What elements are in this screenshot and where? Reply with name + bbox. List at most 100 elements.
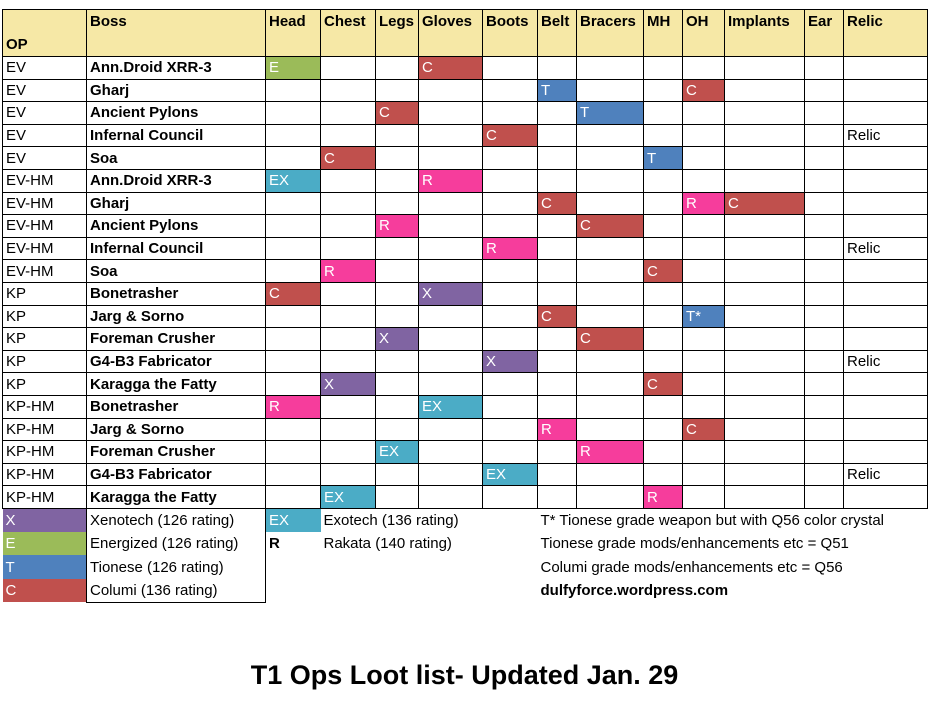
relic-cell bbox=[843, 56, 928, 80]
boss-cell: Ancient Pylons bbox=[86, 101, 266, 125]
relic-cell: Relic bbox=[843, 123, 928, 148]
relic-cell bbox=[843, 168, 928, 193]
mh-cell: T bbox=[643, 146, 683, 170]
boots-cell bbox=[482, 191, 538, 216]
head-cell bbox=[265, 440, 321, 464]
legs-cell: R bbox=[375, 214, 419, 238]
head-cell bbox=[265, 78, 321, 103]
oh-cell bbox=[682, 123, 725, 148]
boots-cell bbox=[482, 146, 538, 170]
bracers-cell bbox=[576, 191, 644, 216]
oh-cell bbox=[682, 349, 725, 374]
table-row: KP-HM Karagga the Fatty EX R bbox=[2, 485, 928, 509]
boss-cell: Bonetrasher bbox=[86, 394, 266, 419]
op-cell: KP bbox=[2, 304, 87, 329]
legend-label-columi: Columi (136 rating) bbox=[86, 578, 266, 603]
head-cell: R bbox=[265, 394, 321, 419]
table-row: KP-HM Jarg & Sorno R C bbox=[2, 417, 928, 442]
legs-cell bbox=[375, 236, 419, 261]
site-link[interactable]: dulfyforce.wordpress.com bbox=[540, 582, 729, 600]
legend-code-energized: E bbox=[2, 531, 87, 556]
oh-cell: C bbox=[682, 78, 725, 103]
implants-cell bbox=[724, 372, 805, 396]
boots-cell bbox=[482, 485, 538, 509]
chest-cell bbox=[320, 101, 376, 125]
ear-cell bbox=[804, 440, 844, 464]
op-cell: KP-HM bbox=[2, 462, 87, 487]
head-cell bbox=[265, 462, 321, 487]
head-cell bbox=[265, 214, 321, 238]
oh-cell bbox=[682, 485, 725, 509]
legs-cell: X bbox=[375, 327, 419, 351]
boots-cell bbox=[482, 440, 538, 464]
boss-cell: Bonetrasher bbox=[86, 281, 266, 306]
legs-cell bbox=[375, 394, 419, 419]
head-cell bbox=[265, 349, 321, 374]
boss-cell: Ann.Droid XRR-3 bbox=[86, 56, 266, 80]
op-cell: EV-HM bbox=[2, 191, 87, 216]
chest-cell bbox=[320, 191, 376, 216]
relic-cell: Relic bbox=[843, 236, 928, 261]
belt-cell bbox=[537, 236, 577, 261]
table-row: EV Ancient Pylons C T bbox=[2, 101, 928, 125]
mh-cell: C bbox=[643, 259, 683, 283]
bracers-cell: C bbox=[576, 214, 644, 238]
gloves-cell bbox=[418, 349, 483, 374]
belt-cell bbox=[537, 485, 577, 509]
legend-code-columi: C bbox=[2, 578, 87, 603]
gloves-cell bbox=[418, 236, 483, 261]
gloves-cell bbox=[418, 214, 483, 238]
implants-cell bbox=[724, 56, 805, 80]
chest-cell bbox=[320, 394, 376, 419]
legs-cell bbox=[375, 485, 419, 509]
implants-cell bbox=[724, 281, 805, 306]
table-row: EV Ann.Droid XRR-3 E C bbox=[2, 56, 928, 80]
belt-cell bbox=[537, 281, 577, 306]
head-cell: E bbox=[265, 56, 321, 80]
ear-cell bbox=[804, 78, 844, 103]
legend-row: T Tionese (126 rating) Columi grade mods… bbox=[2, 555, 928, 579]
belt-cell: C bbox=[537, 304, 577, 329]
loot-table-container: OP Boss Head Chest Legs Gloves Boots Bel… bbox=[2, 9, 928, 603]
legs-cell bbox=[375, 349, 419, 374]
head-cell bbox=[265, 417, 321, 442]
boss-cell: Gharj bbox=[86, 78, 266, 103]
legs-cell bbox=[375, 372, 419, 396]
chest-cell bbox=[320, 304, 376, 329]
header-oh: OH bbox=[682, 9, 725, 57]
boss-cell: Ann.Droid XRR-3 bbox=[86, 168, 266, 193]
belt-cell bbox=[537, 372, 577, 396]
implants-cell bbox=[724, 462, 805, 487]
note-tionese: Tionese grade mods/enhancements etc = Q5… bbox=[540, 535, 849, 553]
chest-cell bbox=[320, 123, 376, 148]
chest-cell bbox=[320, 462, 376, 487]
legend-code-tionese: T bbox=[2, 555, 87, 579]
implants-cell bbox=[724, 304, 805, 329]
belt-cell bbox=[537, 214, 577, 238]
table-row: EV-HM Soa R C bbox=[2, 259, 928, 283]
legend-code-rakata: R bbox=[269, 535, 280, 553]
op-cell: EV bbox=[2, 123, 87, 148]
table-row: EV-HM Ann.Droid XRR-3 EX R bbox=[2, 168, 928, 193]
ear-cell bbox=[804, 372, 844, 396]
chest-cell: X bbox=[320, 372, 376, 396]
bracers-cell: C bbox=[576, 327, 644, 351]
head-cell bbox=[265, 485, 321, 509]
relic-cell bbox=[843, 485, 928, 509]
table-row: EV-HM Gharj C R C bbox=[2, 191, 928, 216]
chest-cell bbox=[320, 236, 376, 261]
head-cell: C bbox=[265, 281, 321, 306]
ear-cell bbox=[804, 281, 844, 306]
bracers-cell bbox=[576, 417, 644, 442]
boots-cell bbox=[482, 168, 538, 193]
relic-cell bbox=[843, 78, 928, 103]
header-gloves: Gloves bbox=[418, 9, 483, 57]
boss-cell: Karagga the Fatty bbox=[86, 372, 266, 396]
oh-cell bbox=[682, 56, 725, 80]
header-row: OP Boss Head Chest Legs Gloves Boots Bel… bbox=[2, 9, 928, 57]
boss-cell: Infernal Council bbox=[86, 236, 266, 261]
bracers-cell: R bbox=[576, 440, 644, 464]
bracers-cell bbox=[576, 78, 644, 103]
boots-cell: X bbox=[482, 349, 538, 374]
implants-cell bbox=[724, 485, 805, 509]
